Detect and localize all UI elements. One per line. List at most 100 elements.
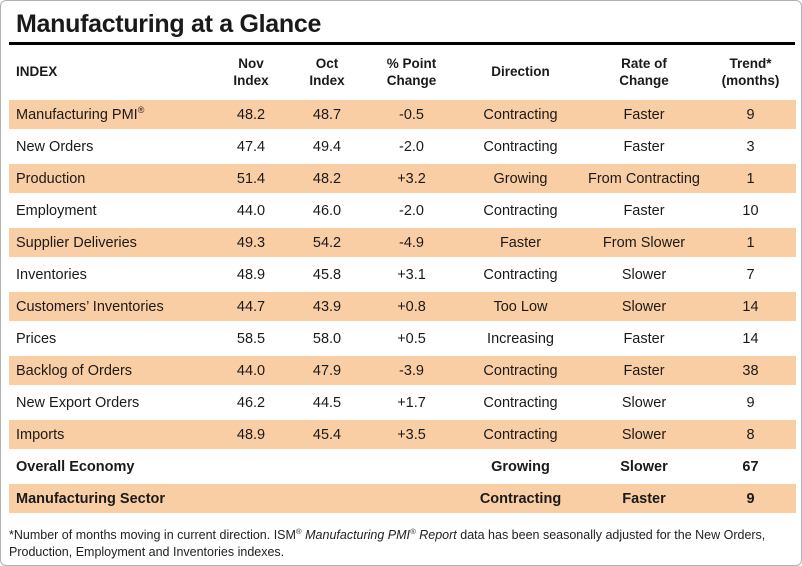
cell-index: New Orders <box>16 138 94 155</box>
manufacturing-glance-table: INDEX Nov Index Oct Index % Point Change Direct… <box>9 45 796 516</box>
cell-direction: Too Low <box>458 292 583 321</box>
cell-oct: 45.8 <box>312 266 342 283</box>
cell-nov <box>213 452 289 481</box>
cell-index: Prices <box>16 330 57 347</box>
cell-direction: Faster <box>458 228 583 257</box>
cell-nov: 48.9 <box>236 266 266 283</box>
column-header-index: INDEX <box>16 64 58 80</box>
cell-oct: 44.5 <box>312 394 342 411</box>
table-row: Overall Economy Growing Slower 67 <box>9 452 796 481</box>
cell-rate: Faster <box>623 330 665 347</box>
cell-direction: Contracting <box>483 394 558 411</box>
column-header-nov: Nov Index <box>233 56 269 88</box>
cell-nov: 44.0 <box>236 202 266 219</box>
cell-nov: 48.2 <box>213 100 289 129</box>
cell-rate: Faster <box>583 484 705 513</box>
column-header-change: % Point Change <box>386 56 437 88</box>
cell-change: -2.0 <box>399 138 424 155</box>
cell-direction: Increasing <box>487 330 554 347</box>
cell-trend: 14 <box>705 292 796 321</box>
cell-trend: 7 <box>746 266 755 283</box>
cell-change: +3.2 <box>365 164 458 193</box>
cell-index: Backlog of Orders <box>9 356 213 385</box>
cell-rate: From Contracting <box>583 164 705 193</box>
cell-index: New Export Orders <box>16 394 140 411</box>
cell-rate: Faster <box>583 356 705 385</box>
cell-index: Manufacturing PMI® <box>9 100 213 129</box>
table-row: Prices 58.5 58.0 +0.5 Increasing Faster 14 <box>9 324 796 353</box>
table-header-row: INDEX Nov Index Oct Index % Point Change Direct… <box>9 48 796 97</box>
cell-index: Imports <box>9 420 213 449</box>
table-row: Supplier Deliveries 49.3 54.2 -4.9 Faster Fro… <box>9 228 796 257</box>
table-row: Production 51.4 48.2 +3.2 Growing From Contra… <box>9 164 796 193</box>
cell-change: -2.0 <box>399 202 424 219</box>
cell-oct <box>289 484 365 513</box>
cell-trend: 9 <box>746 394 755 411</box>
cell-index: Employment <box>16 202 97 219</box>
table-row: New Export Orders 46.2 44.5 +1.7 Contracting… <box>9 388 796 417</box>
cell-trend: 3 <box>746 138 755 155</box>
table-row: Manufacturing Sector Contracting Faster 9 <box>9 484 796 513</box>
cell-change: +0.8 <box>365 292 458 321</box>
cell-direction: Growing <box>458 164 583 193</box>
cell-oct: 45.4 <box>289 420 365 449</box>
cell-direction: Contracting <box>483 138 558 155</box>
cell-oct: 49.4 <box>312 138 342 155</box>
cell-trend: 14 <box>742 330 759 347</box>
cell-index: Supplier Deliveries <box>9 228 213 257</box>
table-row: Inventories 48.9 45.8 +3.1 Contracting Slower… <box>9 260 796 289</box>
cell-rate: Slower <box>583 420 705 449</box>
footnote-text-segment: data has been seasonally adjusted for th… <box>9 528 766 559</box>
cell-nov: 58.5 <box>236 330 266 347</box>
cell-trend: 38 <box>705 356 796 385</box>
cell-nov: 44.7 <box>213 292 289 321</box>
footnote-text-segment: *Number of months moving in current dire… <box>9 526 302 542</box>
cell-index: Overall Economy <box>16 458 135 475</box>
cell-nov <box>213 484 289 513</box>
cell-direction: Contracting <box>458 356 583 385</box>
cell-direction: Growing <box>491 458 550 475</box>
cell-change: -4.9 <box>365 228 458 257</box>
column-header-oct: Oct Index <box>309 56 345 88</box>
cell-trend: 9 <box>705 100 796 129</box>
footnote: *Number of months moving in current dire… <box>9 527 793 561</box>
cell-index: Production <box>9 164 213 193</box>
cell-index: Customers’ Inventories <box>9 292 213 321</box>
table-header: INDEX Nov Index Oct Index % Point Change Direct… <box>9 48 796 97</box>
cell-nov: 46.2 <box>236 394 266 411</box>
cell-nov: 44.0 <box>213 356 289 385</box>
cell-oct <box>289 452 365 481</box>
cell-rate: Slower <box>621 394 667 411</box>
footnote-italic-segment: Manufacturing PMI® Report <box>305 526 457 542</box>
column-header-trend: Trend* (months) <box>721 56 780 88</box>
cell-change <box>365 452 458 481</box>
cell-trend: 10 <box>742 202 759 219</box>
title-divider-rule <box>9 42 795 45</box>
cell-direction: Contracting <box>458 100 583 129</box>
cell-trend: 8 <box>705 420 796 449</box>
cell-index: Manufacturing Sector <box>9 484 213 513</box>
cell-change: +3.5 <box>365 420 458 449</box>
cell-trend: 1 <box>705 164 796 193</box>
cell-oct: 47.9 <box>289 356 365 385</box>
cell-oct: 48.2 <box>289 164 365 193</box>
cell-direction: Contracting <box>483 266 558 283</box>
table-row: Backlog of Orders 44.0 47.9 -3.9 Contracting… <box>9 356 796 385</box>
cell-change: -3.9 <box>365 356 458 385</box>
cell-trend: 1 <box>705 228 796 257</box>
cell-trend: 9 <box>705 484 796 513</box>
cell-oct: 58.0 <box>312 330 342 347</box>
column-header-direction: Direction <box>491 64 550 80</box>
column-header-rate: Rate of Change <box>619 56 669 88</box>
cell-change: -0.5 <box>365 100 458 129</box>
cell-nov: 47.4 <box>236 138 266 155</box>
table-body: Manufacturing PMI® 48.2 48.7 -0.5 Contractin… <box>9 100 796 513</box>
cell-rate: Slower <box>583 292 705 321</box>
cell-rate: Slower <box>620 458 668 475</box>
cell-rate: Slower <box>621 266 667 283</box>
cell-rate: Faster <box>623 138 665 155</box>
cell-change <box>365 484 458 513</box>
cell-nov: 49.3 <box>213 228 289 257</box>
cell-index: Inventories <box>16 266 87 283</box>
